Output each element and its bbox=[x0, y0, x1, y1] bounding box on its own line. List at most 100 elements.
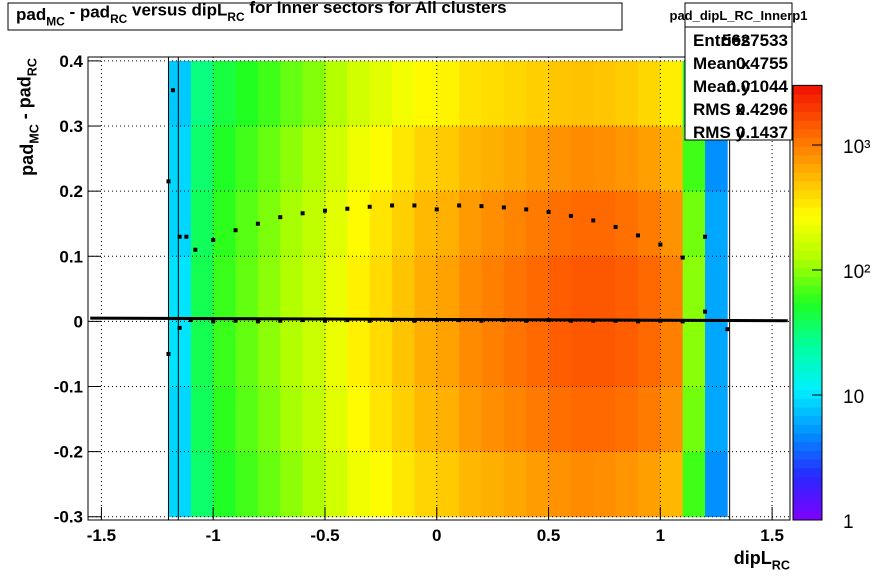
heatmap-cell bbox=[168, 126, 192, 192]
heatmap-cell bbox=[705, 191, 728, 257]
grid bbox=[88, 57, 790, 520]
y-tick-label: 0.4 bbox=[59, 52, 83, 71]
heatmap-cell bbox=[593, 321, 616, 387]
heatmap-cell bbox=[190, 191, 214, 257]
colorbar-band bbox=[793, 111, 822, 121]
colorbar-band bbox=[793, 502, 822, 512]
text-part: for Inner sectors for All clusters bbox=[245, 0, 507, 17]
heatmap-cell bbox=[392, 386, 415, 452]
heatmap-cell bbox=[436, 451, 460, 518]
heatmap-cell bbox=[369, 126, 393, 192]
marker bbox=[255, 319, 260, 324]
stats-value: 0.4755 bbox=[736, 54, 788, 73]
heatmap-cell bbox=[526, 256, 549, 322]
heatmap-cell bbox=[682, 386, 706, 452]
y-tick-label: -0.2 bbox=[54, 443, 83, 462]
marker bbox=[546, 318, 551, 323]
colorbar-band bbox=[793, 189, 822, 199]
heatmap-cell bbox=[548, 386, 572, 452]
heatmap-cell bbox=[593, 126, 616, 192]
colorbar-band bbox=[793, 172, 822, 182]
colorbar-band bbox=[793, 137, 822, 147]
heatmap-cell bbox=[168, 321, 192, 387]
heatmap-cell bbox=[593, 451, 616, 518]
marker bbox=[278, 215, 283, 220]
heatmap-cell bbox=[392, 451, 415, 518]
heatmap-cell bbox=[168, 60, 192, 127]
heatmap-cell bbox=[637, 386, 661, 452]
heatmap-cell bbox=[168, 451, 192, 518]
heatmap-cell bbox=[660, 451, 683, 518]
heatmap-cell bbox=[190, 451, 214, 518]
y-tick-label: -0.1 bbox=[54, 378, 83, 397]
heatmap-cell bbox=[235, 60, 259, 127]
marker bbox=[345, 206, 350, 211]
heatmap-cell bbox=[347, 451, 370, 518]
heatmap-cell bbox=[302, 191, 326, 257]
heatmap-cell bbox=[637, 126, 661, 192]
heatmap-cell bbox=[637, 451, 661, 518]
heatmap-cell bbox=[302, 126, 326, 192]
heatmap-cell bbox=[414, 386, 438, 452]
colorbar-band bbox=[793, 207, 822, 217]
heatmap-cell bbox=[615, 321, 639, 387]
heatmap-cell bbox=[570, 321, 594, 387]
heatmap-cell bbox=[436, 256, 460, 322]
heatmap-cell bbox=[526, 451, 549, 518]
heatmap-cell bbox=[257, 60, 281, 127]
heatmap-cell bbox=[280, 191, 303, 257]
heatmap-cell bbox=[168, 191, 192, 257]
x-tick-label: -0.5 bbox=[310, 526, 339, 545]
y-tick-label: 0 bbox=[74, 312, 83, 331]
heatmap-cell bbox=[503, 451, 527, 518]
colorbar-band bbox=[793, 267, 822, 278]
heatmap-cell bbox=[615, 191, 639, 257]
heatmap-cell bbox=[392, 256, 415, 322]
colorbar-band bbox=[793, 302, 822, 312]
colorbar-band bbox=[793, 372, 822, 382]
heatmap-cell bbox=[526, 191, 549, 257]
heatmap-cell bbox=[235, 451, 259, 518]
heatmap-cell bbox=[436, 126, 460, 192]
marker bbox=[501, 205, 506, 210]
heatmap-cell bbox=[481, 60, 505, 127]
heatmap-cell bbox=[481, 321, 505, 387]
marker bbox=[501, 318, 506, 323]
heatmap-cell bbox=[235, 256, 259, 322]
colorbar-band bbox=[793, 328, 822, 338]
colorbar-band bbox=[793, 241, 822, 252]
heatmap-cell bbox=[302, 256, 326, 322]
heatmap-cell bbox=[660, 60, 683, 127]
marker bbox=[390, 203, 395, 208]
marker bbox=[479, 318, 484, 323]
text-part: dipL bbox=[734, 548, 772, 568]
chart-title: padMC - padRC versus dipLRC for Inner se… bbox=[16, 0, 507, 28]
heatmap-cell bbox=[347, 256, 370, 322]
colorbar-band bbox=[793, 354, 822, 365]
colorbar-band bbox=[793, 285, 822, 295]
marker bbox=[635, 233, 640, 238]
heatmap-cell bbox=[213, 386, 236, 452]
heatmap-cell bbox=[548, 256, 572, 322]
colorbar-tick-label: 10 bbox=[843, 387, 864, 408]
colorbar-band bbox=[793, 337, 822, 347]
x-tick-label: -1.5 bbox=[87, 526, 116, 545]
colorbar-band bbox=[793, 94, 822, 104]
heatmap-cell bbox=[459, 126, 482, 192]
heatmap-cell bbox=[682, 126, 706, 192]
fit-line bbox=[90, 316, 788, 323]
heatmap-cell bbox=[481, 451, 505, 518]
heatmap-cell bbox=[302, 60, 326, 127]
marker bbox=[322, 318, 327, 323]
colorbar-band bbox=[793, 380, 822, 391]
profile bbox=[90, 57, 788, 520]
subscript: MC bbox=[46, 14, 65, 28]
text-part: pad bbox=[16, 5, 46, 24]
marker bbox=[300, 318, 305, 323]
heatmap-cell bbox=[369, 386, 393, 452]
heatmap-cell bbox=[235, 126, 259, 192]
colorbar-band bbox=[793, 346, 822, 356]
heatmap-cell bbox=[369, 451, 393, 518]
text-part: pad bbox=[17, 144, 37, 176]
colorbar-band bbox=[793, 259, 822, 269]
